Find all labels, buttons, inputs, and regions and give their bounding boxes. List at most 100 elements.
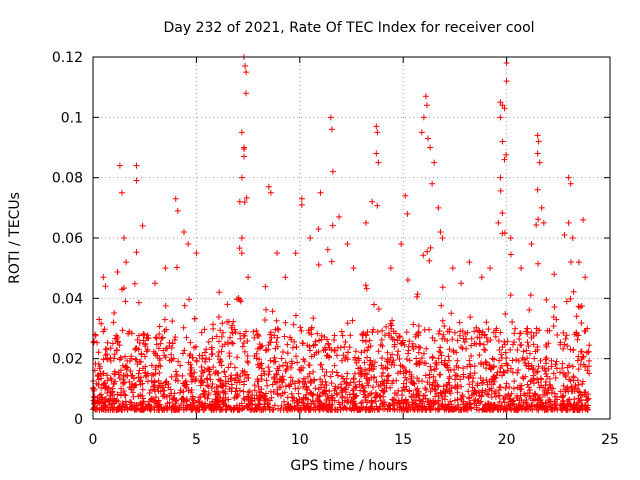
data-point <box>575 366 582 373</box>
data-point <box>251 387 258 394</box>
data-point <box>245 274 252 281</box>
data-point <box>273 317 280 324</box>
data-point <box>535 379 542 386</box>
data-point <box>233 372 240 379</box>
data-point <box>100 356 107 363</box>
data-point <box>467 372 474 379</box>
data-point <box>390 377 397 384</box>
x-tick-label: 20 <box>498 432 516 448</box>
data-point <box>423 102 430 109</box>
data-point <box>447 367 454 374</box>
data-point <box>135 346 142 353</box>
data-point <box>529 366 536 373</box>
data-point <box>289 344 296 351</box>
data-point <box>329 168 336 175</box>
data-point <box>196 399 203 406</box>
data-point <box>431 159 438 166</box>
data-point <box>243 194 250 201</box>
data-point <box>139 222 146 229</box>
data-point <box>291 403 298 410</box>
data-point <box>426 257 433 264</box>
data-point <box>294 359 301 366</box>
data-point <box>400 384 407 391</box>
data-point <box>537 399 544 406</box>
data-point <box>271 332 278 339</box>
data-point <box>292 312 299 319</box>
data-point <box>479 405 486 412</box>
data-point <box>560 382 567 389</box>
data-point <box>300 400 307 407</box>
data-point <box>156 370 163 377</box>
data-point <box>570 374 577 381</box>
data-point <box>146 390 153 397</box>
data-point <box>237 335 244 342</box>
data-point <box>541 367 548 374</box>
data-point <box>460 335 467 342</box>
data-point <box>454 337 461 344</box>
data-point <box>419 403 426 410</box>
data-point <box>359 332 366 339</box>
data-point <box>314 330 321 337</box>
data-point <box>367 343 374 350</box>
data-point <box>101 380 108 387</box>
data-point <box>377 397 384 404</box>
data-point <box>384 358 391 365</box>
data-point <box>173 264 180 271</box>
data-point <box>381 388 388 395</box>
data-point <box>428 367 435 374</box>
y-tick-label: 0.06 <box>52 231 83 247</box>
data-point <box>534 406 541 413</box>
data-point <box>417 344 424 351</box>
data-point <box>548 389 555 396</box>
data-point <box>196 394 203 401</box>
data-point <box>497 384 504 391</box>
data-point <box>177 389 184 396</box>
data-point <box>546 375 553 382</box>
data-point <box>586 357 593 364</box>
data-point <box>432 406 439 413</box>
data-point <box>307 378 314 385</box>
data-point <box>206 366 213 373</box>
data-point <box>370 326 377 333</box>
data-point <box>503 380 510 387</box>
data-point <box>93 380 100 387</box>
data-point <box>452 372 459 379</box>
data-point <box>440 331 447 338</box>
data-point <box>273 339 280 346</box>
data-point <box>433 390 440 397</box>
data-point <box>485 405 492 412</box>
data-point <box>427 144 434 151</box>
data-point <box>362 366 369 373</box>
data-point <box>262 347 269 354</box>
data-point <box>542 356 549 363</box>
data-point <box>107 345 114 352</box>
data-point <box>107 357 114 364</box>
data-point <box>189 406 196 413</box>
data-point <box>454 373 461 380</box>
data-point <box>228 381 235 388</box>
data-point <box>496 387 503 394</box>
data-point <box>530 392 537 399</box>
data-point <box>436 348 443 355</box>
data-point <box>358 406 365 413</box>
data-point <box>128 353 135 360</box>
data-point <box>94 373 101 380</box>
data-point <box>503 78 510 85</box>
data-point <box>543 370 550 377</box>
data-point <box>346 344 353 351</box>
data-point <box>155 345 162 352</box>
data-point <box>257 389 264 396</box>
data-point <box>241 63 248 70</box>
data-point <box>267 357 274 364</box>
data-point <box>196 352 203 359</box>
data-point <box>480 379 487 386</box>
data-point <box>322 346 329 353</box>
data-point <box>177 387 184 394</box>
data-point <box>519 403 526 410</box>
data-point <box>317 361 324 368</box>
data-point <box>540 219 547 226</box>
data-point <box>394 352 401 359</box>
data-point <box>234 296 241 303</box>
data-point <box>170 402 177 409</box>
data-point <box>366 337 373 344</box>
